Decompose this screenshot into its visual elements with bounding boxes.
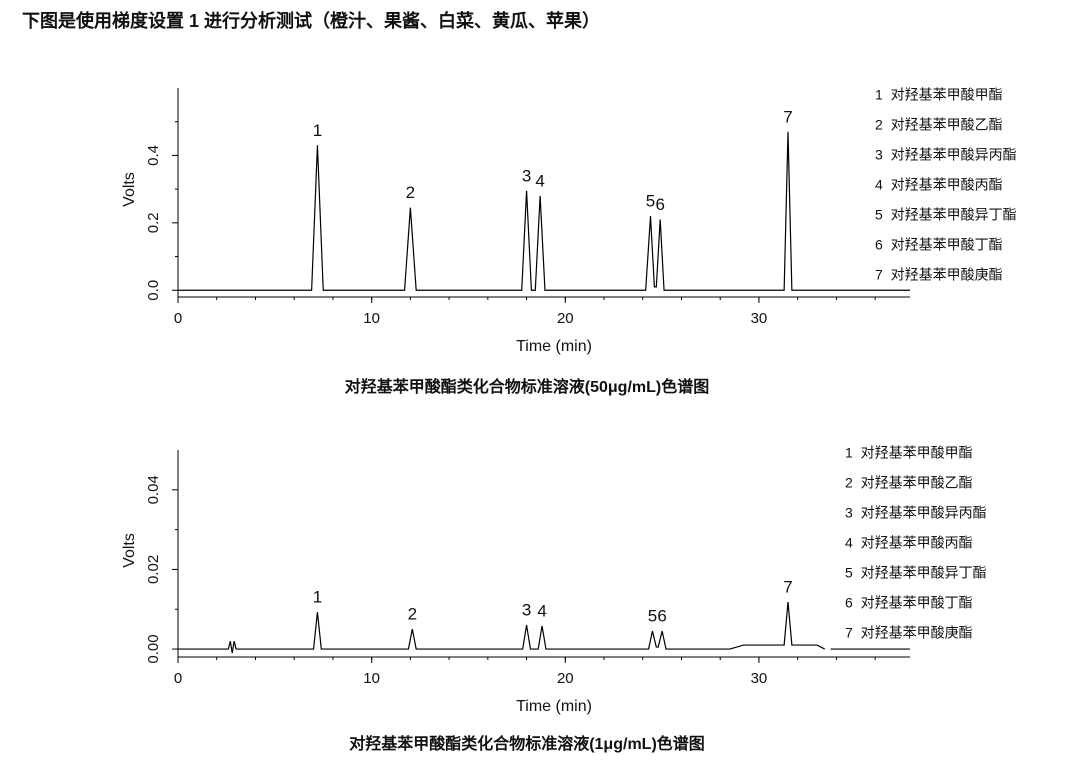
x-tick-label: 30: [751, 670, 768, 687]
y-axis-label: Volts: [121, 172, 138, 207]
legend-entry: 1 对羟基苯甲酸甲酯: [875, 87, 1003, 103]
peak-label: 4: [537, 601, 546, 620]
y-tick-label: 0.00: [145, 634, 162, 663]
y-tick-label: 0.0: [145, 280, 162, 301]
peak-label: 7: [783, 107, 792, 126]
legend-entry: 7 对羟基苯甲酸庚酯: [875, 267, 1003, 283]
legend-entry: 5 对羟基苯甲酸异丁酯: [875, 207, 1017, 223]
peak-label: 3: [522, 166, 531, 185]
peak-label: 1: [313, 121, 322, 140]
peak-label: 5: [646, 192, 655, 211]
legend-entry: 2 对羟基苯甲酸乙酯: [845, 475, 973, 491]
legend-entry: 6 对羟基苯甲酸丁酯: [845, 595, 973, 611]
y-tick-label: 0.4: [145, 145, 162, 166]
chart-caption: 对羟基苯甲酸酯类化合物标准溶液(1μg/mL)色谱图: [349, 734, 705, 753]
legend-entry: 4 对羟基苯甲酸丙酯: [875, 177, 1003, 193]
x-tick-label: 30: [751, 310, 768, 327]
peak-label: 2: [408, 605, 417, 624]
chart-caption: 对羟基苯甲酸酯类化合物标准溶液(50μg/mL)色谱图: [345, 377, 709, 396]
x-tick-label: 20: [557, 670, 574, 687]
legend-entry: 2 对羟基苯甲酸乙酯: [875, 117, 1003, 133]
legend-entry: 1 对羟基苯甲酸甲酯: [845, 445, 973, 461]
legend-entry: 7 对羟基苯甲酸庚酯: [845, 625, 973, 641]
x-axis-label: Time (min): [516, 698, 592, 715]
peak-label: 1: [313, 588, 322, 607]
peak-label: 3: [522, 601, 531, 620]
peak-label: 6: [655, 195, 664, 214]
chromatogram-line: [178, 602, 910, 654]
legend-entry: 6 对羟基苯甲酸丁酯: [875, 237, 1003, 253]
legend-entry: 5 对羟基苯甲酸异丁酯: [845, 565, 987, 581]
x-tick-label: 0: [174, 670, 182, 687]
x-axis-label: Time (min): [516, 338, 592, 355]
y-tick-label: 0.2: [145, 212, 162, 233]
y-axis-label: Volts: [121, 533, 138, 568]
peak-label: 2: [406, 183, 415, 202]
chromatogram-line: [178, 131, 910, 291]
page-title: 下图是使用梯度设置 1 进行分析测试（橙汁、果酱、白菜、黄瓜、苹果）: [22, 10, 600, 31]
peak-label: 4: [535, 171, 544, 190]
legend-entry: 4 对羟基苯甲酸丙酯: [845, 535, 973, 551]
x-tick-label: 10: [363, 310, 380, 327]
peak-label: 6: [657, 607, 666, 626]
x-tick-label: 20: [557, 310, 574, 327]
peak-label: 5: [648, 607, 657, 626]
y-tick-label: 0.04: [145, 475, 162, 504]
x-tick-label: 10: [363, 670, 380, 687]
legend-entry: 3 对羟基苯甲酸异丙酯: [875, 147, 1017, 163]
legend-entry: 3 对羟基苯甲酸异丙酯: [845, 505, 987, 521]
peak-label: 7: [783, 578, 792, 597]
y-tick-label: 0.02: [145, 555, 162, 584]
x-tick-label: 0: [174, 310, 182, 327]
